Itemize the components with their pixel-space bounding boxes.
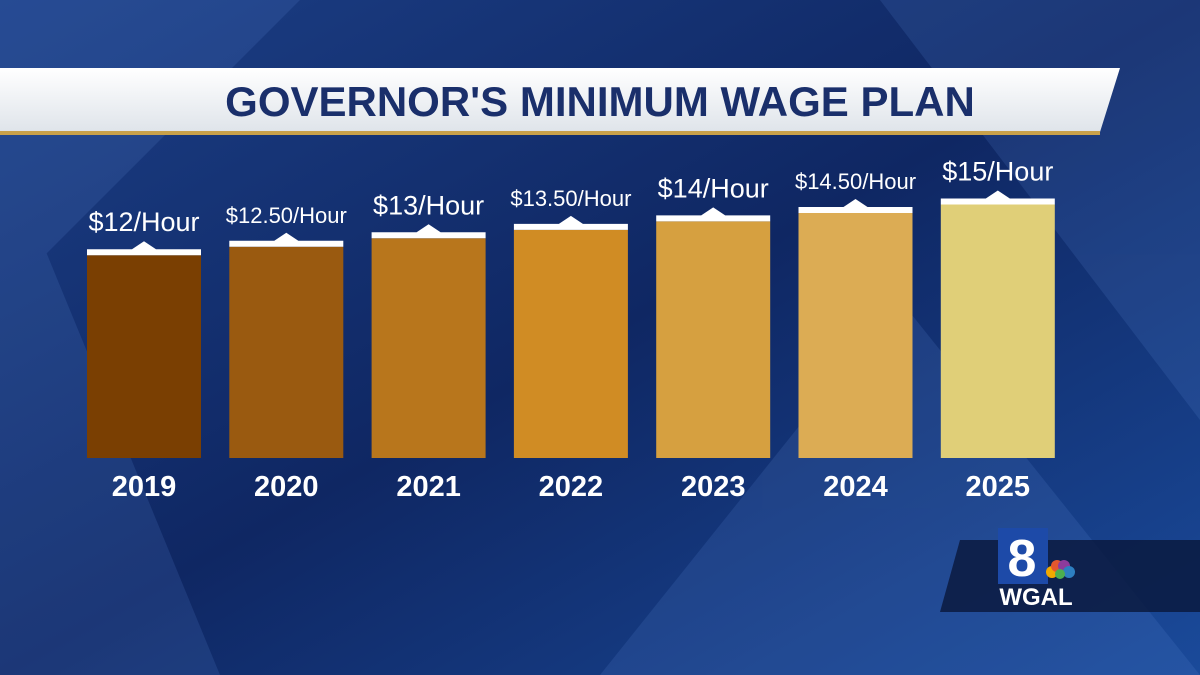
value-label: $14/Hour xyxy=(658,173,769,203)
bar xyxy=(229,246,344,458)
bar xyxy=(940,204,1055,458)
call-sign: WGAL xyxy=(999,584,1072,611)
title-rule xyxy=(0,131,1100,135)
bar-cap xyxy=(798,198,913,213)
bar-cap xyxy=(87,241,201,256)
channel-number: 8 xyxy=(1008,530,1037,588)
x-tick-label: 2019 xyxy=(112,471,177,503)
chart-title: GOVERNOR'S MINIMUM WAGE PLAN xyxy=(225,78,975,125)
value-label: $12/Hour xyxy=(88,207,199,237)
bar xyxy=(513,229,628,458)
bar xyxy=(87,255,201,458)
bar-cap xyxy=(371,224,486,239)
title-banner xyxy=(0,68,1120,132)
value-label: $12.50/Hour xyxy=(226,203,347,228)
bar-cap xyxy=(229,232,344,247)
bar xyxy=(798,212,913,458)
bar-cap xyxy=(513,215,628,230)
bar-cap xyxy=(656,207,771,222)
bar xyxy=(656,221,771,458)
x-tick-label: 2025 xyxy=(966,471,1031,503)
bar xyxy=(371,238,486,458)
x-tick-label: 2024 xyxy=(823,471,888,503)
x-tick-label: 2022 xyxy=(539,471,604,503)
x-tick-label: 2020 xyxy=(254,471,319,503)
value-label: $13.50/Hour xyxy=(510,186,631,211)
value-label: $15/Hour xyxy=(942,157,1053,187)
plot-area: $12/Hour 2019 $12.50/Hour 2020 $13/Hour 2021 $… xyxy=(87,157,1055,503)
value-label: $13/Hour xyxy=(373,190,484,220)
station-logo: 8 WGAL xyxy=(940,528,1200,612)
x-tick-label: 2021 xyxy=(396,471,461,503)
x-tick-label: 2023 xyxy=(681,471,746,503)
value-label: $14.50/Hour xyxy=(795,169,916,194)
bar-cap xyxy=(940,190,1055,205)
